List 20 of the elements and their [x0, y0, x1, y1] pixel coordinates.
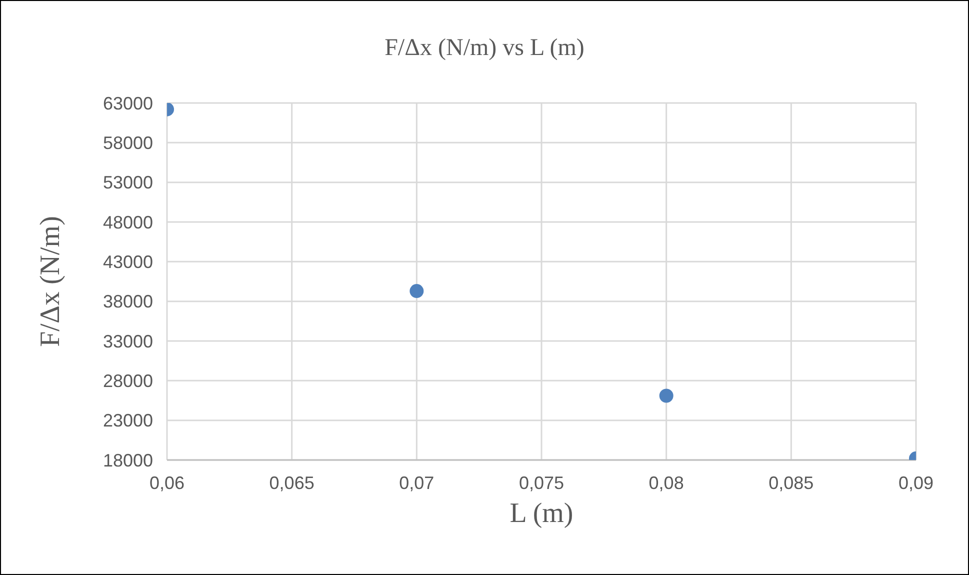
y-axis-title: F/Δx (N/m)	[34, 216, 66, 347]
x-tick-label: 0,075	[518, 472, 564, 493]
y-tick-label: 38000	[102, 292, 153, 312]
x-tick-label: 0,085	[768, 472, 814, 493]
y-tick-label: 43000	[102, 252, 153, 272]
chart-title: F/Δx (N/m) vs L (m)	[384, 35, 586, 62]
x-tick-label: 0,07	[399, 472, 434, 493]
y-tick-label: 18000	[102, 450, 153, 470]
y-tick-label: 33000	[102, 331, 153, 352]
y-tick-label: 23000	[102, 410, 153, 431]
x-tick-label: 0,09	[898, 472, 934, 493]
y-tick-label: 48000	[102, 212, 153, 232]
x-tick-label: 0,06	[149, 472, 185, 493]
y-tick-label: 58000	[102, 133, 153, 154]
y-tick-label: 53000	[102, 172, 153, 193]
y-tick-label: 63000	[102, 93, 153, 114]
x-tick-label: 0,065	[269, 472, 314, 493]
x-tick-label: 0,08	[648, 472, 684, 493]
y-tick-label: 28000	[102, 371, 153, 392]
x-axis-title: L (m)	[510, 498, 574, 529]
